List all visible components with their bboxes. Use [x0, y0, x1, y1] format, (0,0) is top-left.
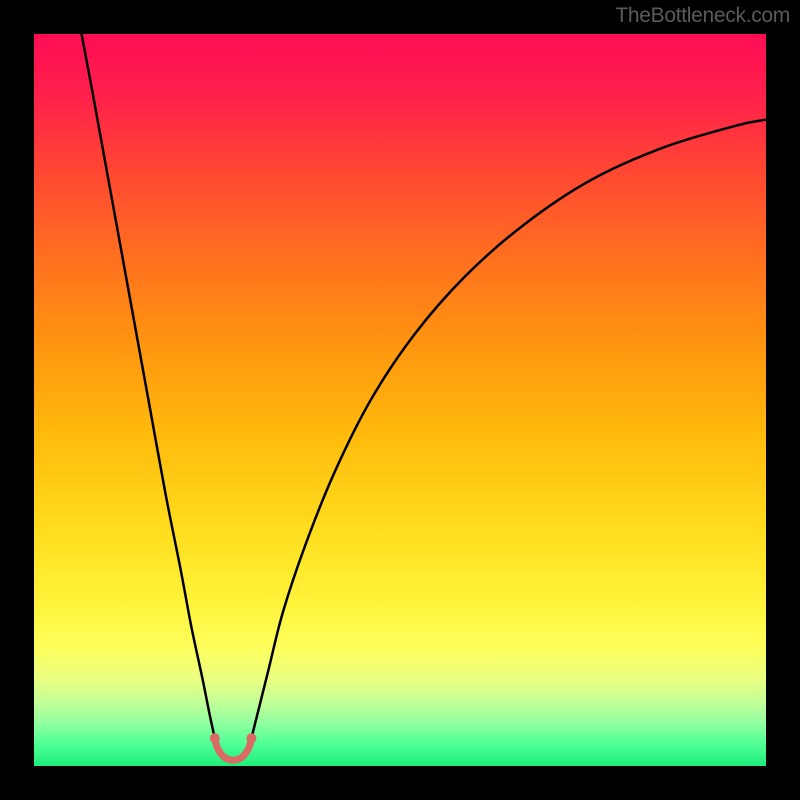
bottom-segment-end-right: [246, 733, 256, 743]
bottom-segment-end-left: [210, 733, 220, 743]
right-curve: [251, 120, 766, 739]
bottleneck-curves: [34, 34, 766, 766]
left-curve: [82, 34, 215, 738]
chart-plot-area: [34, 34, 766, 766]
bottom-segment: [215, 738, 252, 760]
watermark-text: TheBottleneck.com: [615, 4, 790, 28]
